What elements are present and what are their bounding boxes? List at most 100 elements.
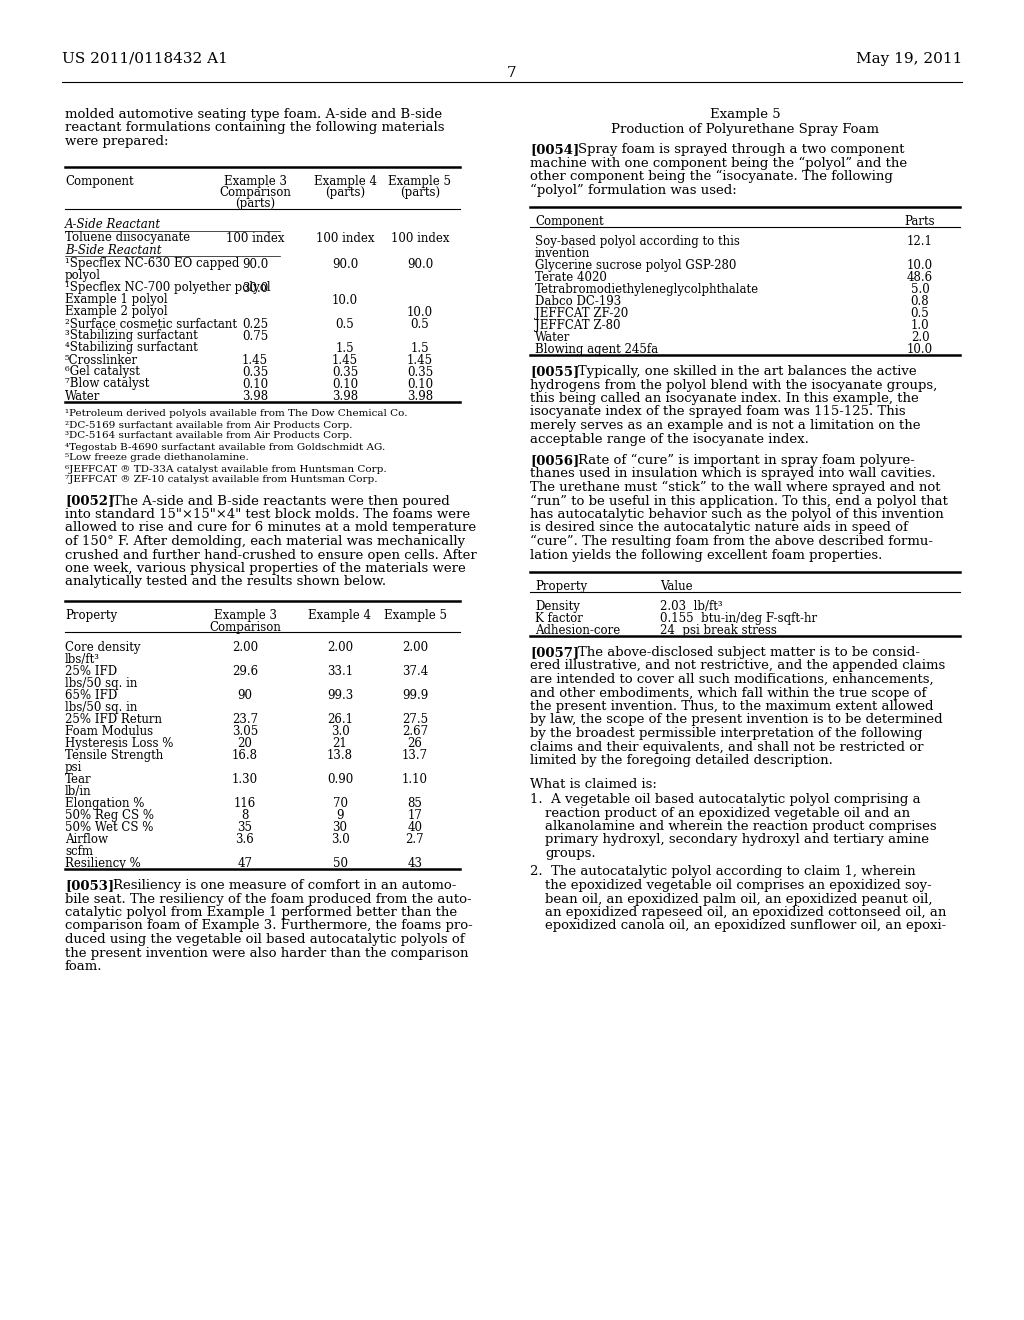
Text: 0.5: 0.5 [336, 318, 354, 330]
Text: Rate of “cure” is important in spray foam polyure-: Rate of “cure” is important in spray foa… [578, 454, 914, 467]
Text: 70: 70 [333, 797, 347, 810]
Text: 10.0: 10.0 [907, 259, 933, 272]
Text: one week, various physical properties of the materials were: one week, various physical properties of… [65, 562, 466, 576]
Text: crushed and further hand-crushed to ensure open cells. After: crushed and further hand-crushed to ensu… [65, 549, 477, 561]
Text: [0056]: [0056] [530, 454, 580, 467]
Text: 2.67: 2.67 [402, 725, 428, 738]
Text: Toluene diisocyanate: Toluene diisocyanate [65, 231, 190, 244]
Text: 1.45: 1.45 [407, 354, 433, 367]
Text: 8: 8 [242, 809, 249, 822]
Text: ⁵Low freeze grade diethanolamine.: ⁵Low freeze grade diethanolamine. [65, 454, 249, 462]
Text: reaction product of an epoxidized vegetable oil and an: reaction product of an epoxidized vegeta… [545, 807, 910, 820]
Text: Elongation %: Elongation % [65, 797, 144, 810]
Text: 0.8: 0.8 [910, 294, 930, 308]
Text: Hysteresis Loss %: Hysteresis Loss % [65, 737, 173, 750]
Text: Tear: Tear [65, 774, 91, 785]
Text: are intended to cover all such modifications, enhancements,: are intended to cover all such modificat… [530, 673, 934, 686]
Text: 1.5: 1.5 [336, 342, 354, 355]
Text: the present invention. Thus, to the maximum extent allowed: the present invention. Thus, to the maxi… [530, 700, 934, 713]
Text: limited by the foregoing detailed description.: limited by the foregoing detailed descri… [530, 754, 833, 767]
Text: Example 3: Example 3 [213, 609, 276, 622]
Text: 3.98: 3.98 [407, 389, 433, 403]
Text: into standard 15"×15"×4" test block molds. The foams were: into standard 15"×15"×4" test block mold… [65, 508, 470, 521]
Text: Terate 4020: Terate 4020 [535, 271, 607, 284]
Text: has autocatalytic behavior such as the polyol of this invention: has autocatalytic behavior such as the p… [530, 508, 944, 521]
Text: 13.8: 13.8 [327, 748, 353, 762]
Text: 3.98: 3.98 [242, 389, 268, 403]
Text: US 2011/0118432 A1: US 2011/0118432 A1 [62, 51, 228, 66]
Text: “run” to be useful in this application. To this, end a polyol that: “run” to be useful in this application. … [530, 495, 948, 508]
Text: Production of Polyurethane Spray Foam: Production of Polyurethane Spray Foam [611, 123, 879, 136]
Text: Blowing agent 245fa: Blowing agent 245fa [535, 343, 658, 356]
Text: 16.8: 16.8 [232, 748, 258, 762]
Text: 0.5: 0.5 [910, 308, 930, 319]
Text: 2.03  lb/ft³: 2.03 lb/ft³ [660, 601, 723, 612]
Text: catalytic polyol from Example 1 performed better than the: catalytic polyol from Example 1 performe… [65, 906, 457, 919]
Text: 35: 35 [238, 821, 253, 834]
Text: Glycerine sucrose polyol GSP-280: Glycerine sucrose polyol GSP-280 [535, 259, 736, 272]
Text: scfm: scfm [65, 845, 93, 858]
Text: 100 index: 100 index [315, 231, 374, 244]
Text: 0.155  btu-in/deg F-sqft-hr: 0.155 btu-in/deg F-sqft-hr [660, 612, 817, 624]
Text: 0.35: 0.35 [407, 366, 433, 379]
Text: 0.35: 0.35 [242, 366, 268, 379]
Text: (parts): (parts) [234, 198, 275, 210]
Text: JEFFCAT Z-80: JEFFCAT Z-80 [535, 319, 621, 333]
Text: Example 3: Example 3 [223, 174, 287, 187]
Text: What is claimed is:: What is claimed is: [530, 777, 656, 791]
Text: ⁵Crosslinker: ⁵Crosslinker [65, 354, 138, 367]
Text: [0054]: [0054] [530, 143, 580, 156]
Text: 90: 90 [238, 689, 253, 702]
Text: 12.1: 12.1 [907, 235, 933, 248]
Text: the present invention were also harder than the comparison: the present invention were also harder t… [65, 946, 469, 960]
Text: Dabco DC-193: Dabco DC-193 [535, 294, 622, 308]
Text: 26.1: 26.1 [327, 713, 353, 726]
Text: 9: 9 [336, 809, 344, 822]
Text: 3.05: 3.05 [231, 725, 258, 738]
Text: 50% Wet CS %: 50% Wet CS % [65, 821, 154, 834]
Text: Water: Water [535, 331, 570, 345]
Text: merely serves as an example and is not a limitation on the: merely serves as an example and is not a… [530, 418, 921, 432]
Text: 2.00: 2.00 [327, 642, 353, 653]
Text: 25% IFD: 25% IFD [65, 665, 117, 678]
Text: ⁷Blow catalyst: ⁷Blow catalyst [65, 378, 150, 391]
Text: The urethane must “stick” to the wall where sprayed and not: The urethane must “stick” to the wall wh… [530, 480, 940, 494]
Text: Example 5: Example 5 [384, 609, 446, 622]
Text: Example 4: Example 4 [308, 609, 372, 622]
Text: 47: 47 [238, 857, 253, 870]
Text: lation yields the following excellent foam properties.: lation yields the following excellent fo… [530, 549, 883, 561]
Text: 17: 17 [408, 809, 423, 822]
Text: allowed to rise and cure for 6 minutes at a mold temperature: allowed to rise and cure for 6 minutes a… [65, 521, 476, 535]
Text: Property: Property [65, 609, 117, 622]
Text: Core density: Core density [65, 642, 140, 653]
Text: (parts): (parts) [325, 186, 366, 199]
Text: 1.5: 1.5 [411, 342, 429, 355]
Text: by the broadest permissible interpretation of the following: by the broadest permissible interpretati… [530, 727, 923, 741]
Text: ³Stabilizing surfactant: ³Stabilizing surfactant [65, 330, 198, 342]
Text: Water: Water [65, 389, 100, 403]
Text: Comparison: Comparison [219, 186, 291, 199]
Text: 25% IFD Return: 25% IFD Return [65, 713, 162, 726]
Text: Soy-based polyol according to this: Soy-based polyol according to this [535, 235, 740, 248]
Text: K factor: K factor [535, 612, 583, 624]
Text: 0.90: 0.90 [327, 774, 353, 785]
Text: ⁶JEFFCAT ® TD-33A catalyst available from Huntsman Corp.: ⁶JEFFCAT ® TD-33A catalyst available fro… [65, 465, 387, 474]
Text: alkanolamine and wherein the reaction product comprises: alkanolamine and wherein the reaction pr… [545, 820, 937, 833]
Text: Adhesion-core: Adhesion-core [535, 624, 621, 638]
Text: 3.6: 3.6 [236, 833, 254, 846]
Text: ⁷JEFFCAT ® ZF-10 catalyst available from Huntsman Corp.: ⁷JEFFCAT ® ZF-10 catalyst available from… [65, 475, 378, 484]
Text: Density: Density [535, 601, 580, 612]
Text: “polyol” formulation was used:: “polyol” formulation was used: [530, 183, 736, 197]
Text: ⁴Stabilizing surfactant: ⁴Stabilizing surfactant [65, 342, 198, 355]
Text: polyol: polyol [65, 269, 101, 282]
Text: Example 1 polyol: Example 1 polyol [65, 293, 168, 306]
Text: ⁶Gel catalyst: ⁶Gel catalyst [65, 366, 140, 379]
Text: 65% IFD: 65% IFD [65, 689, 118, 702]
Text: 1.  A vegetable oil based autocatalytic polyol comprising a: 1. A vegetable oil based autocatalytic p… [530, 793, 921, 807]
Text: 85: 85 [408, 797, 423, 810]
Text: 10.0: 10.0 [407, 305, 433, 318]
Text: by law, the scope of the present invention is to be determined: by law, the scope of the present inventi… [530, 714, 943, 726]
Text: lbs/50 sq. in: lbs/50 sq. in [65, 677, 137, 690]
Text: bile seat. The resiliency of the foam produced from the auto-: bile seat. The resiliency of the foam pr… [65, 892, 472, 906]
Text: [0055]: [0055] [530, 366, 580, 378]
